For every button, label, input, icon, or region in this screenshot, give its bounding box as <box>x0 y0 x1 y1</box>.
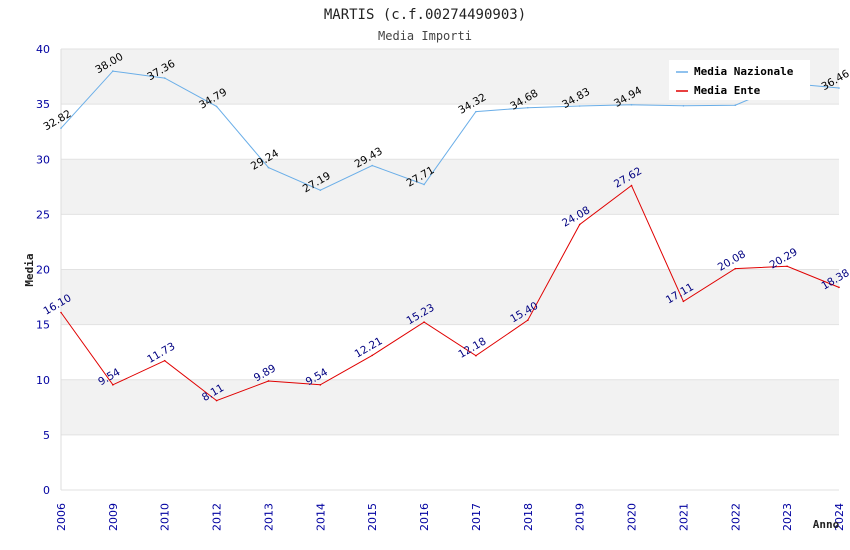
x-tick-label: 2016 <box>418 503 431 531</box>
data-point <box>475 110 477 113</box>
data-point <box>267 166 270 169</box>
y-tick-label: 5 <box>43 429 50 442</box>
data-point <box>578 223 581 226</box>
y-tick-label: 10 <box>36 374 50 387</box>
grid-band <box>61 379 839 435</box>
data-point <box>423 321 425 323</box>
x-tick-label: 2018 <box>522 503 535 531</box>
grid-band <box>61 104 839 160</box>
x-tick-label: 2017 <box>470 503 483 531</box>
data-point <box>786 265 788 268</box>
y-tick-label: 40 <box>36 43 50 56</box>
y-tick-label: 15 <box>36 319 50 332</box>
x-tick-label: 2020 <box>626 503 639 531</box>
data-point <box>371 354 374 357</box>
y-tick-label: 20 <box>36 264 50 277</box>
y-axis-ticks: 0 5 10 15 20 25 30 35 40 <box>36 43 50 497</box>
chart-title: MARTIS (c.f.00274490903) <box>324 7 526 23</box>
y-tick-label: 30 <box>36 153 50 166</box>
x-tick-label: 2006 <box>55 503 68 531</box>
chart-subtitle: Media Importi <box>378 29 472 43</box>
y-tick-label: 35 <box>36 98 50 111</box>
x-tick-label: 2012 <box>211 503 224 531</box>
x-tick-label: 2024 <box>833 503 846 531</box>
grid-band <box>61 324 839 380</box>
data-point <box>630 103 633 106</box>
legend: Media Nazionale Media Ente <box>669 60 810 100</box>
legend-box <box>669 60 810 100</box>
x-tick-label: 2023 <box>781 503 794 531</box>
y-axis-title: Media <box>23 253 36 286</box>
data-point <box>475 354 477 357</box>
x-tick-label: 2014 <box>314 503 327 531</box>
grid-band <box>61 434 839 490</box>
grid-band <box>61 214 839 270</box>
data-point <box>527 319 529 322</box>
data-point <box>578 105 581 107</box>
legend-label-nazionale: Media Nazionale <box>694 65 794 78</box>
grid-band <box>61 269 839 325</box>
legend-label-ente: Media Ente <box>694 84 761 97</box>
series-line-nazionale <box>60 70 840 191</box>
data-point <box>423 183 425 186</box>
x-tick-label: 2019 <box>574 503 587 531</box>
data-point <box>682 300 685 303</box>
data-point <box>527 106 529 109</box>
data-point <box>215 105 218 108</box>
data-point <box>319 384 322 386</box>
data-point <box>60 127 62 129</box>
plot-background <box>60 48 839 491</box>
data-point <box>319 189 322 192</box>
data-point <box>734 267 737 270</box>
data-point <box>163 77 166 79</box>
grid-band <box>61 159 839 215</box>
x-tick-label: 2015 <box>366 503 379 531</box>
x-axis-ticks: 2006 2009 2010 2012 2013 2014 2015 2016 2017 2018… <box>55 503 846 531</box>
x-tick-label: 2009 <box>107 503 120 531</box>
x-tick-label: 2021 <box>677 503 690 531</box>
data-point <box>60 311 62 314</box>
x-tick-label: 2013 <box>262 503 275 531</box>
data-point <box>215 399 218 402</box>
data-point <box>112 70 114 72</box>
data-point <box>163 359 166 362</box>
x-tick-label: 2022 <box>729 503 742 531</box>
x-axis-title: Anno <box>813 518 840 531</box>
data-point <box>630 184 633 187</box>
data-point <box>838 286 840 289</box>
data-point <box>267 380 270 382</box>
data-point <box>371 164 374 167</box>
series-line-ente <box>60 184 840 402</box>
y-tick-label: 25 <box>36 208 50 221</box>
data-point <box>682 104 685 107</box>
y-tick-label: 0 <box>43 484 50 497</box>
data-point <box>112 384 114 386</box>
data-point <box>734 104 737 107</box>
x-tick-label: 2010 <box>159 503 172 531</box>
data-point <box>838 87 840 89</box>
